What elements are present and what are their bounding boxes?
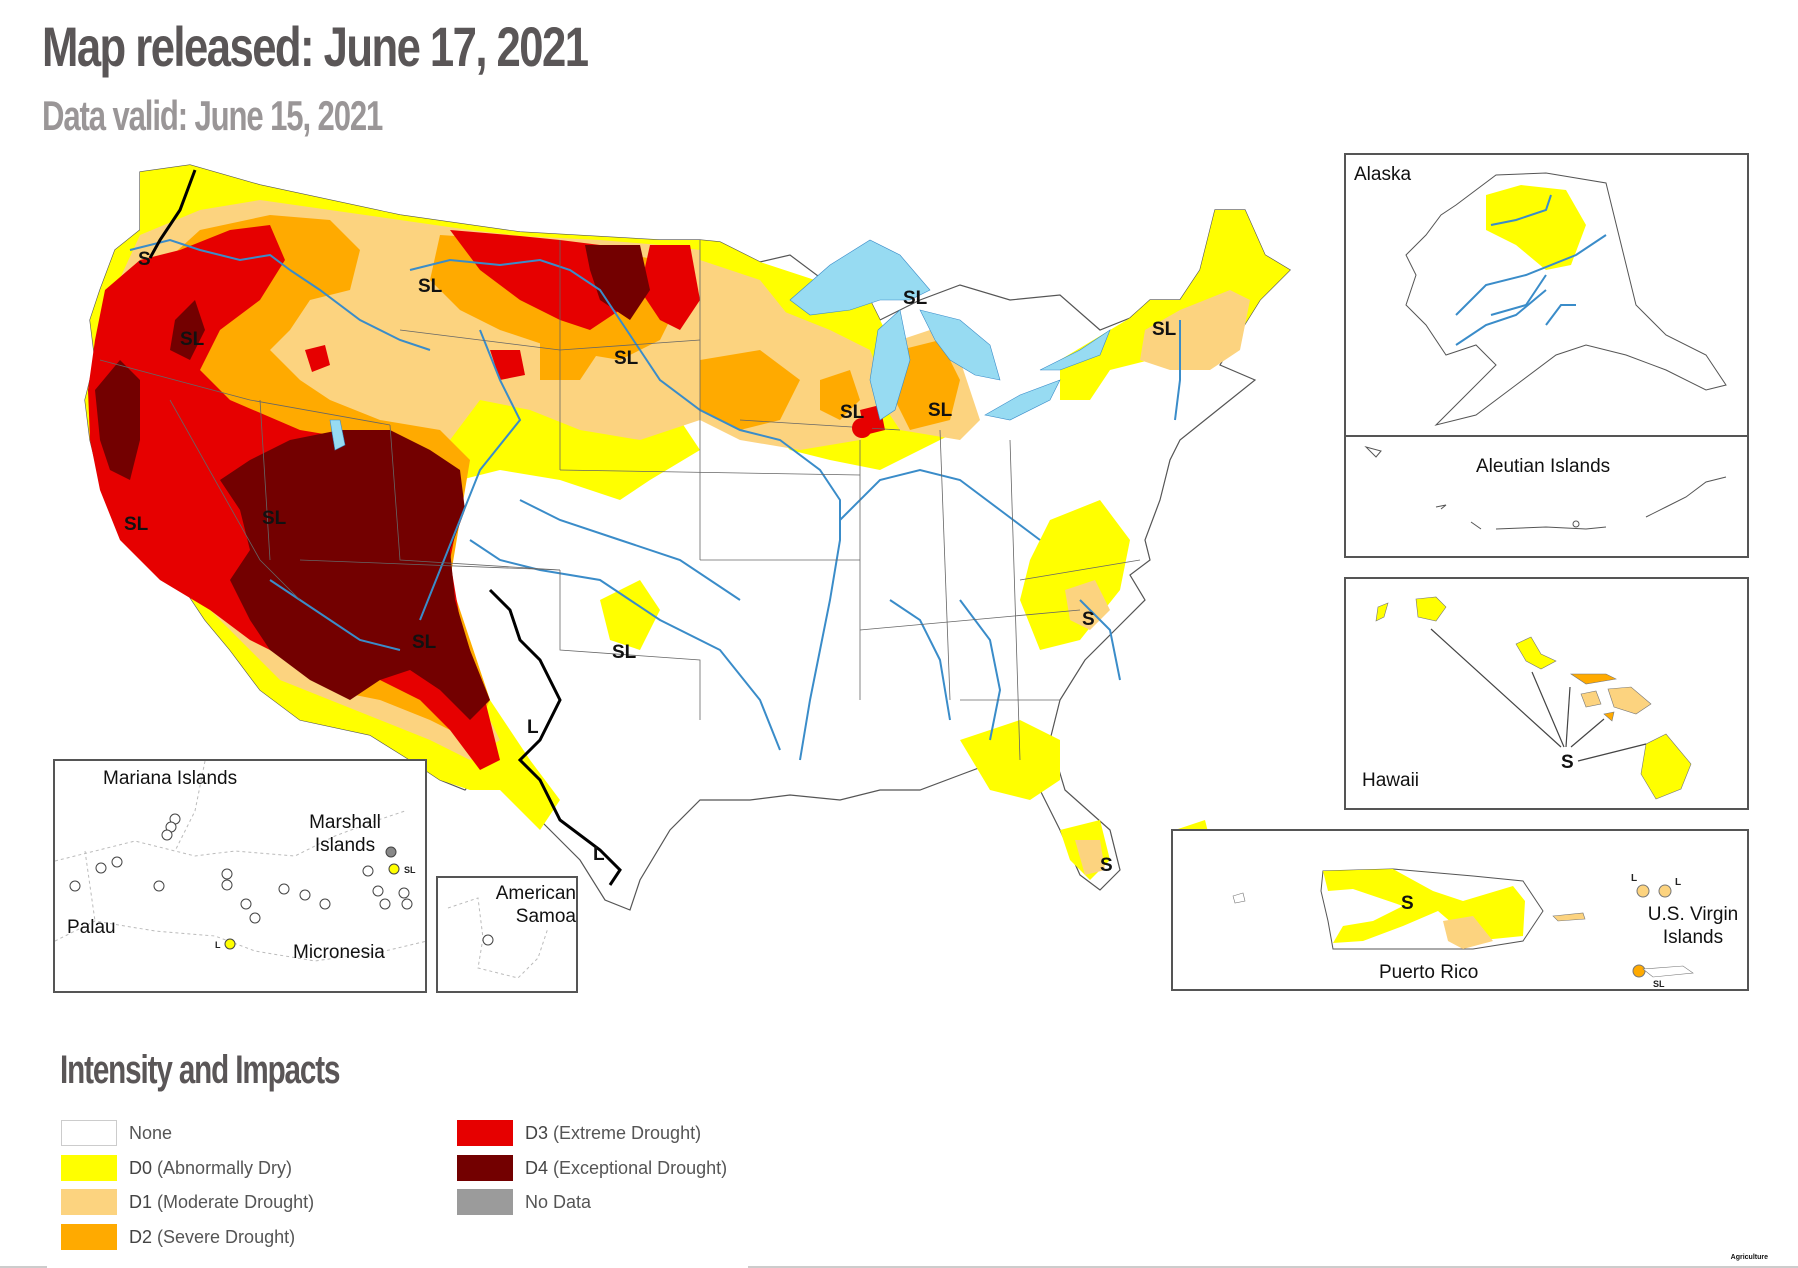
- alaska-map: [1405, 172, 1727, 426]
- vi-impact-l2: L: [1675, 877, 1681, 888]
- pr-impact-label: S: [1401, 893, 1414, 914]
- d3-spot-illinois: [852, 418, 872, 438]
- impact-label: SL: [903, 288, 928, 309]
- hawaii-impact-label: S: [1561, 752, 1574, 773]
- hawaii-inset: Hawaii S: [1344, 577, 1749, 810]
- legend-item-d1: D1 (Moderate Drought): [61, 1188, 314, 1216]
- swatch-d4: [457, 1155, 513, 1181]
- impact-label: SL: [124, 514, 149, 535]
- legend-label: (Abnormally Dry): [157, 1157, 293, 1178]
- micronesia-label: Micronesia: [293, 942, 385, 963]
- impact-label: S: [138, 249, 151, 270]
- virgin-islands-label: U.S. Virgin Islands: [1647, 904, 1739, 948]
- aleutian-map: [1364, 446, 1727, 530]
- vi-impact-sl: SL: [1653, 979, 1665, 989]
- impact-label: S: [1082, 609, 1095, 630]
- marshall-impact-sl: SL: [404, 865, 416, 875]
- drought-boundaries: [148, 169, 622, 886]
- micronesia-impact-l: L: [215, 940, 221, 950]
- impact-label: SL: [262, 508, 287, 529]
- hawaii-map: S: [1375, 596, 1692, 800]
- hawaii-label: Hawaii: [1362, 770, 1420, 791]
- bottom-divider-right: [748, 1266, 1798, 1268]
- impact-label: S: [1100, 855, 1113, 876]
- rivers: [129, 238, 1181, 761]
- conus-drought-map: S SL SL SL SL SL SL SL L L SL SL SL SL S…: [84, 164, 1291, 911]
- puerto-rico-inset: Puerto Rico U.S. Virgin Islands S L L SL: [1171, 829, 1749, 991]
- legend-code: D2: [129, 1226, 153, 1247]
- legend-label: None: [129, 1122, 173, 1143]
- marshall-label: Marshall Islands: [309, 812, 381, 856]
- swatch-d3: [457, 1120, 513, 1146]
- impact-label: L: [527, 717, 539, 738]
- great-lakes: [329, 239, 1111, 451]
- aleutian-label: Aleutian Islands: [1476, 456, 1611, 477]
- vi-impact-l1: L: [1631, 873, 1637, 884]
- impact-labels: S SL SL SL SL SL SL SL L L SL SL SL SL S…: [124, 249, 1177, 876]
- legend-code: D1: [129, 1191, 153, 1212]
- impact-label: SL: [1152, 319, 1177, 340]
- swatch-no-data: [457, 1189, 513, 1215]
- legend-code: D0: [129, 1157, 153, 1178]
- samoa-label: American Samoa: [495, 883, 576, 927]
- impact-label: SL: [614, 348, 639, 369]
- aleutian-inset: Aleutian Islands: [1344, 435, 1749, 558]
- legend-label: (Exceptional Drought): [553, 1157, 728, 1178]
- swatch-none: [61, 1120, 117, 1146]
- credit-text: Agriculture: [1730, 1254, 1768, 1261]
- state-borders: [99, 240, 1141, 761]
- legend-item-d3: D3 (Extreme Drought): [457, 1119, 701, 1147]
- legend-item-d4: D4 (Exceptional Drought): [457, 1154, 727, 1182]
- puerto-rico-map: S L L SL: [1232, 868, 1694, 989]
- map-released-title: Map released: June 17, 2021: [42, 15, 589, 78]
- alaska-inset: Alaska: [1344, 153, 1749, 437]
- legend-code: D3: [525, 1122, 549, 1143]
- palau-label: Palau: [67, 917, 116, 938]
- d4-areas: [95, 245, 650, 720]
- american-samoa-inset: American Samoa: [436, 876, 578, 993]
- mariana-label: Mariana Islands: [103, 768, 238, 789]
- legend-title: Intensity and Impacts: [60, 1048, 340, 1092]
- legend-label: (Extreme Drought): [553, 1122, 702, 1143]
- data-valid-subtitle: Data valid: June 15, 2021: [42, 92, 383, 139]
- alaska-label: Alaska: [1354, 164, 1412, 185]
- impact-label: SL: [412, 632, 437, 653]
- legend-code: D4: [525, 1157, 549, 1178]
- pacific-islands-inset: Mariana Islands Marshall Islands Palau M…: [53, 759, 428, 993]
- bottom-divider-left: [0, 1266, 47, 1268]
- legend-label: (Severe Drought): [157, 1226, 296, 1247]
- swatch-d0: [61, 1155, 117, 1181]
- impact-label: L: [593, 844, 605, 865]
- swatch-d1: [61, 1189, 117, 1215]
- legend-item-d0: D0 (Abnormally Dry): [61, 1154, 292, 1182]
- impact-label: SL: [840, 402, 865, 423]
- impact-label: SL: [612, 642, 637, 663]
- impact-label: SL: [180, 329, 205, 350]
- legend-item-no-data: No Data: [457, 1188, 591, 1216]
- legend-label: (Moderate Drought): [157, 1191, 315, 1212]
- legend-label: No Data: [525, 1191, 592, 1212]
- puerto-rico-label: Puerto Rico: [1379, 962, 1479, 983]
- pacific-map: SL L: [54, 760, 428, 962]
- legend-item-d2: D2 (Severe Drought): [61, 1223, 295, 1251]
- impact-label: SL: [928, 400, 953, 421]
- samoa-map: [447, 897, 549, 979]
- legend-item-none: None: [61, 1119, 172, 1147]
- swatch-d2: [61, 1224, 117, 1250]
- impact-label: SL: [418, 276, 443, 297]
